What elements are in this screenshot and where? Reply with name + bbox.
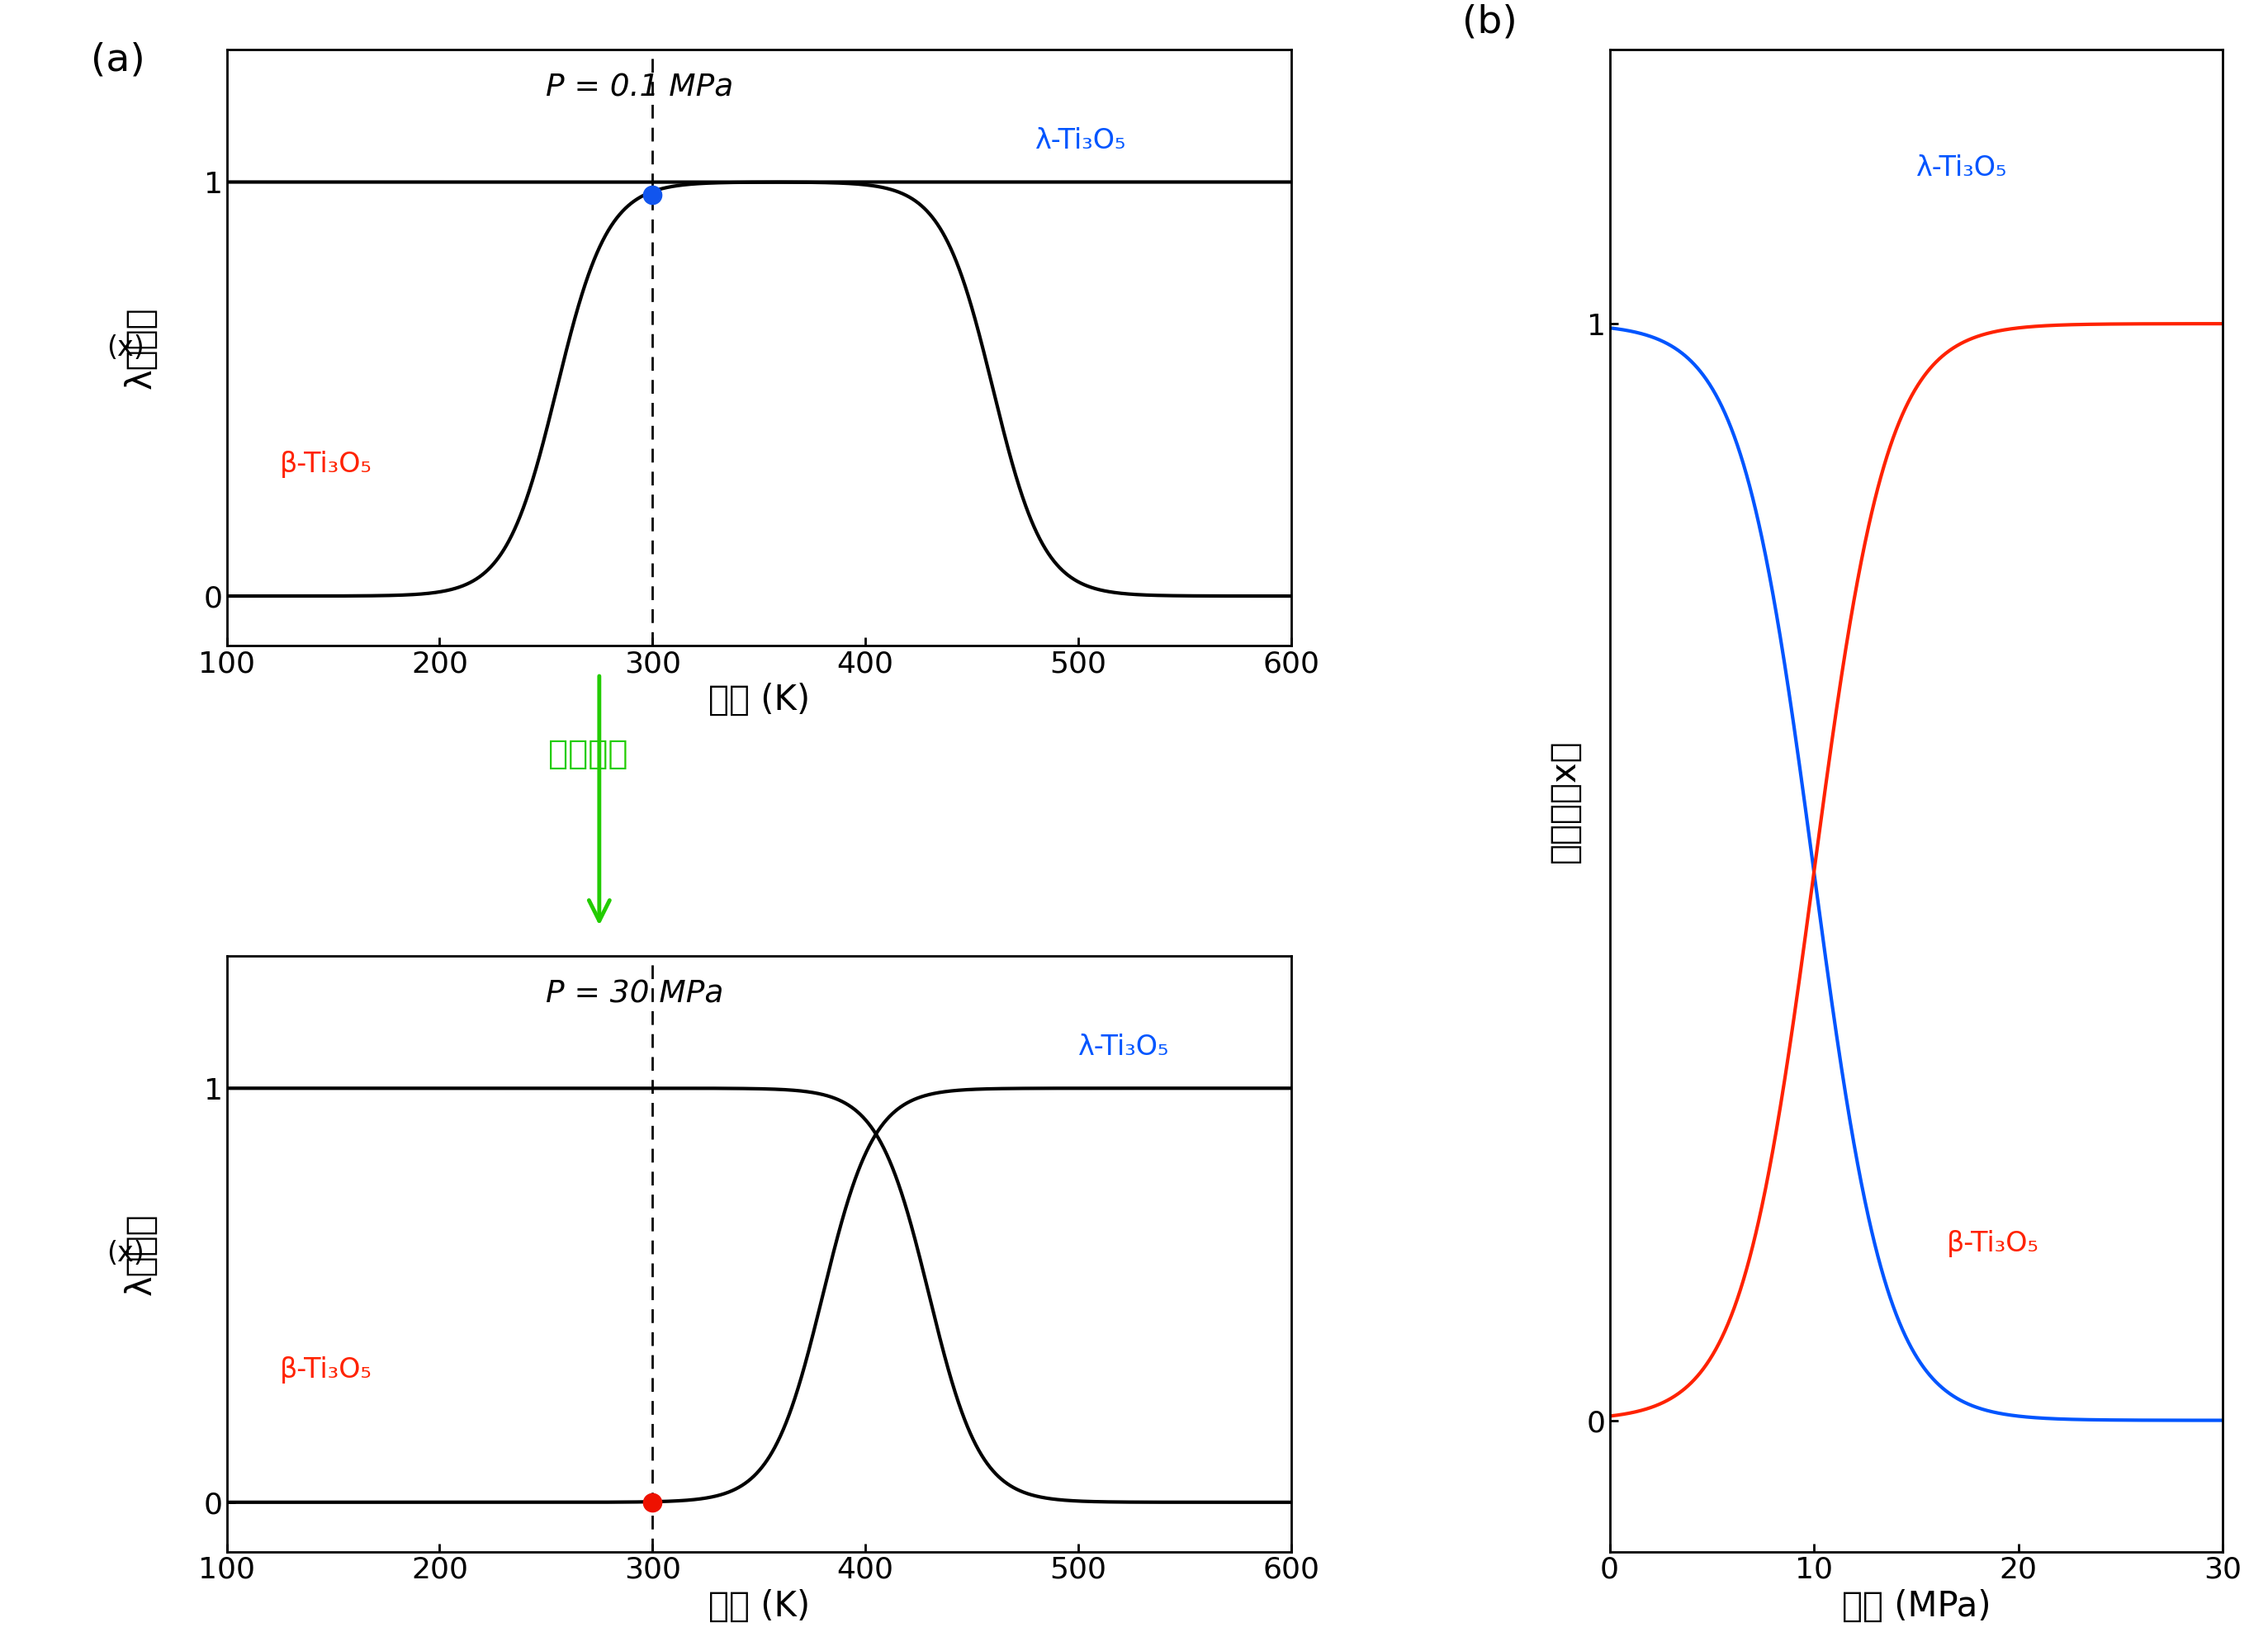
Text: (x): (x) xyxy=(107,1240,145,1268)
X-axis label: 温度 (K): 温度 (K) xyxy=(708,682,810,717)
Text: (b): (b) xyxy=(1463,3,1517,41)
Text: λ-Ti₃O₅: λ-Ti₃O₅ xyxy=(1077,1034,1170,1062)
Text: β-Ti₃O₅: β-Ti₃O₅ xyxy=(279,1357,372,1384)
Y-axis label: λ相分率: λ相分率 xyxy=(122,1213,159,1294)
Text: λ-Ti₃O₅: λ-Ti₃O₅ xyxy=(1036,127,1127,155)
Text: P = 30 MPa: P = 30 MPa xyxy=(547,979,723,1009)
Text: 施加圧力: 施加圧力 xyxy=(549,738,628,771)
Text: (a): (a) xyxy=(91,41,145,78)
Text: λ-Ti₃O₅: λ-Ti₃O₅ xyxy=(1916,155,2007,182)
Y-axis label: λ相分率: λ相分率 xyxy=(122,307,159,388)
Text: β-Ti₃O₅: β-Ti₃O₅ xyxy=(279,451,372,477)
Text: (x): (x) xyxy=(107,334,145,362)
Text: P = 0.1 MPa: P = 0.1 MPa xyxy=(547,73,733,102)
Y-axis label: 相分率（x）: 相分率（x） xyxy=(1547,740,1583,862)
X-axis label: 温度 (K): 温度 (K) xyxy=(708,1588,810,1623)
Text: β-Ti₃O₅: β-Ti₃O₅ xyxy=(1946,1230,2039,1256)
X-axis label: 圧力 (MPa): 圧力 (MPa) xyxy=(1842,1588,1991,1623)
